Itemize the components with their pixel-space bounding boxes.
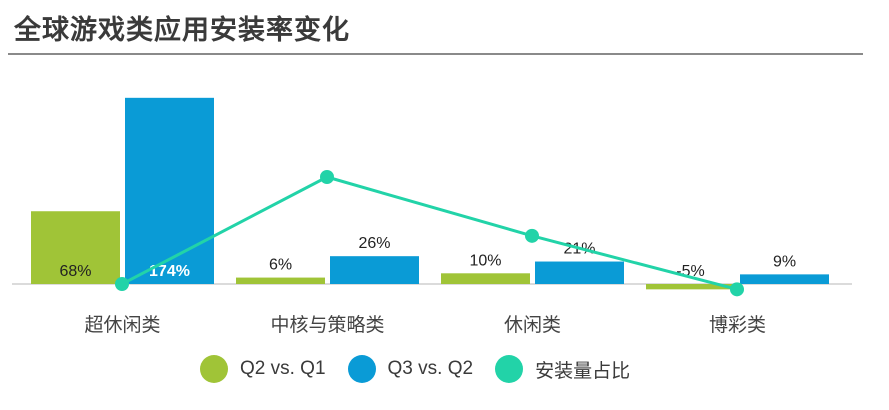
- legend-label-q3: Q3 vs. Q2: [387, 358, 474, 379]
- share-point-3: [730, 282, 744, 297]
- data-label-q2-1: 6%: [269, 257, 292, 274]
- share-line: [121, 175, 738, 291]
- bar-q2-3: [646, 284, 735, 290]
- data-label-q3-3: 9%: [773, 253, 796, 270]
- legend-item-q2[interactable]: Q2 vs. Q1: [200, 355, 326, 383]
- category-label-0: 超休闲类: [84, 314, 160, 336]
- bar-q2-0: [31, 211, 120, 284]
- bar-q3-2: [535, 261, 624, 284]
- share-point-0: [115, 277, 129, 291]
- data-label-q2-0: 68%: [59, 263, 91, 280]
- data-label-q3-0: 174%: [149, 263, 190, 280]
- bar-q2-2: [441, 273, 530, 284]
- category-label-3: 博彩类: [709, 314, 766, 336]
- legend-swatch-q3: [347, 355, 376, 383]
- share-point-2: [525, 228, 539, 243]
- title-divider: [8, 53, 863, 55]
- chart-title: 全球游戏类应用安装率变化: [14, 15, 350, 46]
- legend-item-share[interactable]: 安装量占比: [495, 355, 630, 383]
- share-point-1: [320, 170, 334, 184]
- category-label-1: 中核与策略类: [270, 314, 384, 336]
- data-label-q2-2: 10%: [469, 252, 501, 269]
- legend-label-q2: Q2 vs. Q1: [240, 358, 326, 379]
- legend-label-share: 安装量占比: [535, 360, 631, 382]
- bar-q3-1: [330, 256, 419, 284]
- legend-swatch-q2: [200, 355, 228, 383]
- chart-legend: Q2 vs. Q1 Q3 vs. Q2 安装量占比: [200, 352, 652, 386]
- bar-q3-0: [125, 97, 214, 284]
- bar-q3-3: [740, 274, 829, 284]
- legend-swatch-share: [495, 355, 524, 383]
- data-label-q3-1: 26%: [358, 235, 390, 252]
- legend-item-q3[interactable]: Q3 vs. Q2: [347, 355, 474, 383]
- bar-q2-1: [236, 277, 325, 284]
- category-label-2: 休闲类: [504, 314, 561, 336]
